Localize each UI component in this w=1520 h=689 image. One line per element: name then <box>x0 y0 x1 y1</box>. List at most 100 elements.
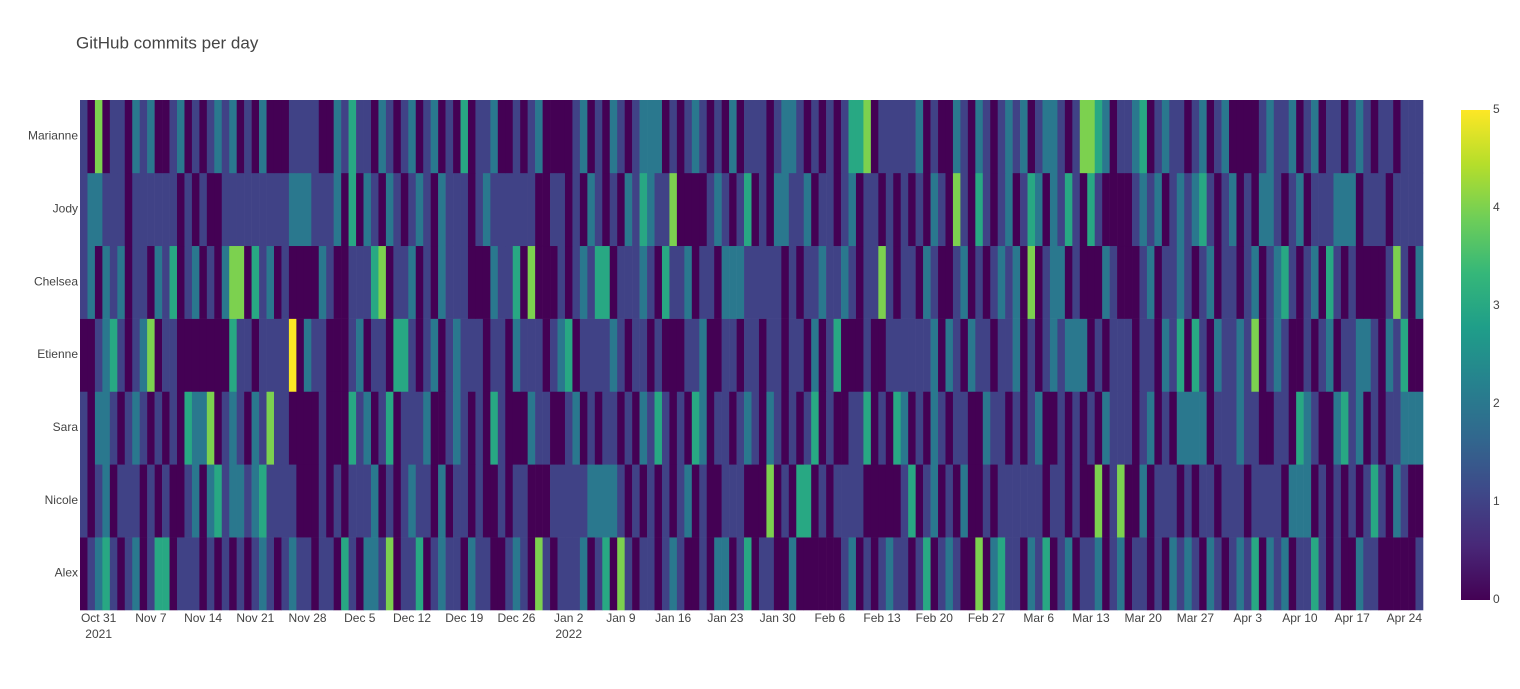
heatmap-cell <box>788 391 797 465</box>
heatmap-cell <box>930 172 939 247</box>
heatmap-cell <box>1229 245 1237 319</box>
heatmap-cell <box>1146 172 1155 247</box>
heatmap-cell <box>1333 245 1342 319</box>
heatmap-cell <box>1206 245 1215 319</box>
heatmap-cell <box>1005 537 1013 611</box>
heatmap-cell <box>512 391 521 465</box>
heatmap-cell <box>1214 391 1222 465</box>
heatmap-cell <box>661 172 670 247</box>
x-tick-label: Nov 21 <box>236 611 274 625</box>
heatmap-cell <box>594 318 603 392</box>
heatmap-cell <box>1296 100 1304 174</box>
heatmap-cell <box>1124 537 1133 611</box>
heatmap-cell <box>1184 391 1192 465</box>
heatmap-cell <box>1124 464 1133 538</box>
heatmap-cell <box>542 318 551 392</box>
heatmap-cell <box>736 245 745 319</box>
heatmap-cell <box>684 537 693 611</box>
heatmap-cell <box>1042 318 1051 392</box>
heatmap-cell <box>1094 245 1103 319</box>
heatmap-cell <box>378 391 387 465</box>
heatmap-cell <box>154 537 163 611</box>
y-tick-label: Jody <box>53 201 78 215</box>
heatmap-cell <box>512 245 521 319</box>
heatmap-cell <box>214 245 223 319</box>
heatmap-cell <box>1318 391 1327 465</box>
heatmap-cell <box>80 172 88 247</box>
heatmap-cell <box>1154 464 1163 538</box>
heatmap-cell <box>923 318 931 392</box>
heatmap-cell <box>303 245 312 319</box>
heatmap-cell <box>1251 537 1260 611</box>
heatmap-cell <box>1154 245 1163 319</box>
colorbar-tick-label: 5 <box>1493 102 1500 116</box>
heatmap-cell <box>236 391 245 465</box>
heatmap-cell <box>460 464 469 538</box>
heatmap-cell <box>1363 100 1372 174</box>
heatmap-cell <box>1393 537 1401 611</box>
heatmap-cell <box>1221 172 1230 247</box>
heatmap-cell <box>900 100 909 174</box>
heatmap-cell <box>572 464 581 538</box>
x-tick-label: Jan 16 <box>655 611 691 625</box>
heatmap-cell <box>378 245 387 319</box>
heatmap-cell <box>833 100 842 174</box>
heatmap-cell <box>818 391 827 465</box>
heatmap-cell <box>1049 537 1058 611</box>
heatmap-cell <box>1072 318 1081 392</box>
heatmap-cell <box>370 391 379 465</box>
heatmap-cell <box>893 537 902 611</box>
heatmap-cell <box>229 391 237 465</box>
heatmap-cell <box>191 537 200 611</box>
heatmap-cell <box>811 391 819 465</box>
heatmap-cell <box>1408 464 1416 538</box>
heatmap-cell <box>960 391 969 465</box>
heatmap-cell <box>1102 245 1110 319</box>
heatmap-cell <box>975 537 984 611</box>
heatmap-cell <box>94 100 103 174</box>
heatmap-cell <box>982 537 991 611</box>
heatmap-cell <box>244 464 252 538</box>
heatmap-cell <box>147 172 155 247</box>
heatmap-cell <box>87 172 96 247</box>
heatmap-cell <box>744 318 752 392</box>
heatmap-cell <box>1229 318 1237 392</box>
heatmap-cell <box>1146 464 1155 538</box>
heatmap-cell <box>729 464 737 538</box>
heatmap-cell <box>288 100 297 174</box>
heatmap-cell <box>251 391 260 465</box>
x-tick-label: Jan 2 2022 <box>554 611 584 641</box>
heatmap-cell <box>736 172 745 247</box>
heatmap-cell <box>1236 245 1245 319</box>
heatmap-cell <box>773 100 782 174</box>
heatmap-cell <box>162 100 170 174</box>
heatmap-cell <box>1199 464 1207 538</box>
heatmap-cell <box>1385 537 1394 611</box>
heatmap-cell <box>176 464 185 538</box>
heatmap-cell <box>147 245 155 319</box>
heatmap-cell <box>229 172 237 247</box>
heatmap-cell <box>885 464 894 538</box>
heatmap-cell <box>184 245 193 319</box>
heatmap-cell <box>788 245 797 319</box>
heatmap-cell <box>259 391 267 465</box>
heatmap-cell <box>714 245 722 319</box>
heatmap-cell <box>579 391 588 465</box>
heatmap-cell <box>960 537 969 611</box>
heatmap-cell <box>1109 172 1118 247</box>
heatmap-cell <box>445 391 454 465</box>
heatmap-cell <box>557 464 566 538</box>
heatmap-cell <box>1363 391 1372 465</box>
heatmap-cell <box>1251 100 1260 174</box>
heatmap-cell <box>676 172 685 247</box>
heatmap-cell <box>1370 245 1379 319</box>
heatmap-cell <box>184 464 193 538</box>
heatmap-cell <box>744 245 752 319</box>
heatmap-cell <box>94 172 103 247</box>
heatmap-cell <box>952 172 961 247</box>
heatmap-cell <box>191 464 200 538</box>
heatmap-cell <box>1229 537 1237 611</box>
heatmap-cell <box>1378 391 1386 465</box>
heatmap-cell <box>199 537 208 611</box>
heatmap-cell <box>1355 537 1364 611</box>
